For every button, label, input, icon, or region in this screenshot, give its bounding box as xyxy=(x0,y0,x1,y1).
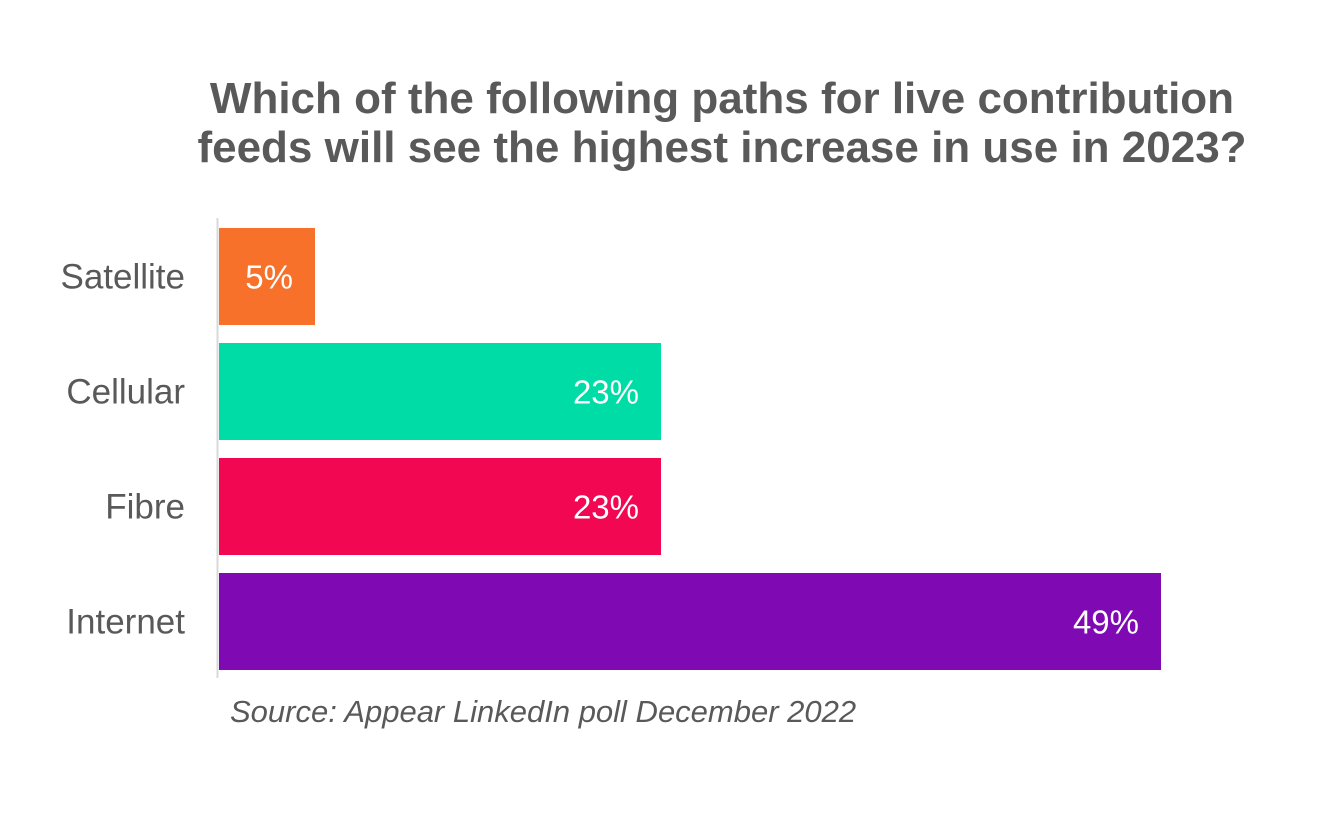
category-label-cellular: Cellular xyxy=(66,373,185,412)
bar-internet xyxy=(219,573,1161,670)
category-label-fibre: Fibre xyxy=(105,488,185,527)
bar-cellular xyxy=(219,343,661,440)
chart-title: Which of the following paths for live co… xyxy=(197,74,1246,172)
bars-group xyxy=(219,228,1161,670)
bar-satellite xyxy=(219,228,315,325)
source-note: Source: Appear LinkedIn poll December 20… xyxy=(230,694,856,729)
category-label-internet: Internet xyxy=(66,603,185,642)
value-label-cellular: 23% xyxy=(573,374,639,411)
value-label-satellite: 5% xyxy=(245,259,293,296)
value-label-internet: 49% xyxy=(1073,604,1139,641)
value-label-fibre: 23% xyxy=(573,489,639,526)
value-labels: 5% 23% 23% 49% xyxy=(245,259,1139,641)
chart-title-line-2: feeds will see the highest increase in u… xyxy=(197,123,1246,172)
bar-fibre xyxy=(219,458,661,555)
chart-title-line-1: Which of the following paths for live co… xyxy=(210,74,1234,123)
category-labels: Satellite Cellular Fibre Internet xyxy=(60,258,185,642)
category-label-satellite: Satellite xyxy=(60,258,185,297)
